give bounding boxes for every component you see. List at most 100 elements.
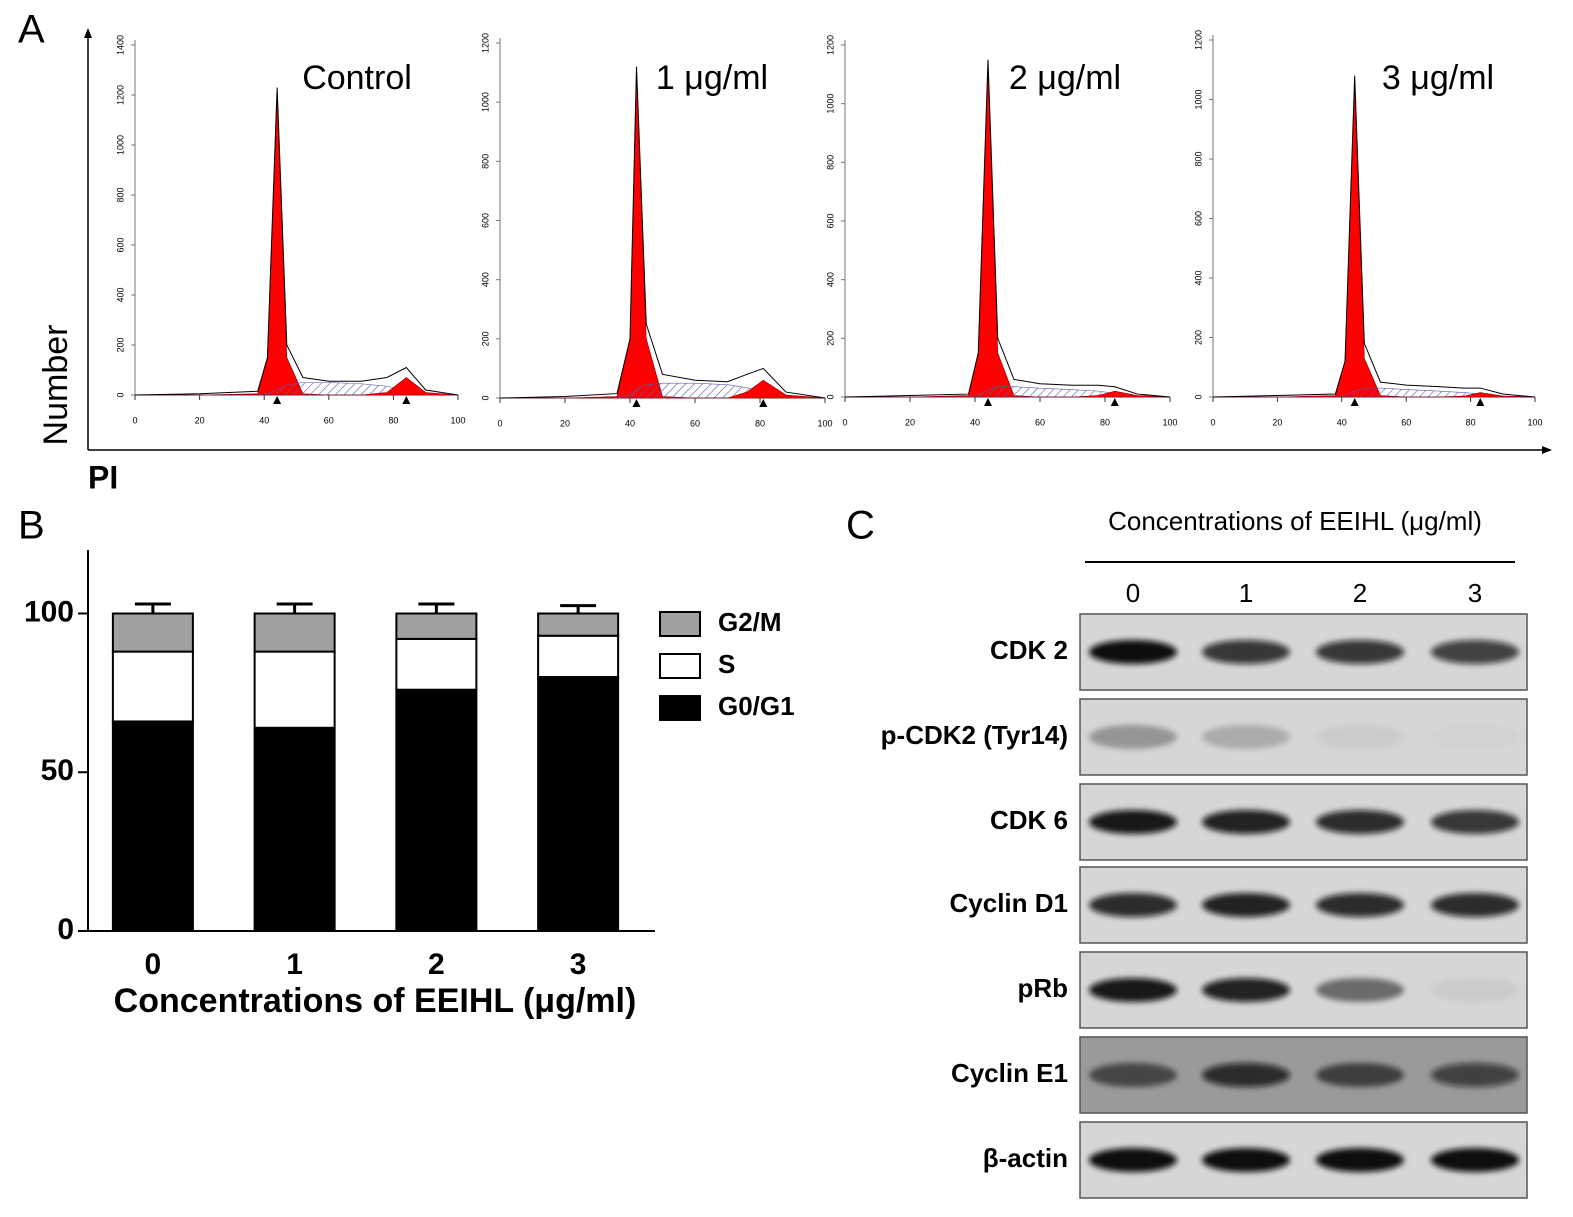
x-axis-title: Concentrations of EEIHL (μg/ml): [114, 982, 637, 1020]
chart-title: Control: [302, 59, 412, 97]
panel-label: B: [18, 504, 45, 548]
fit-area: [135, 377, 459, 396]
bar-segment: [537, 634, 620, 678]
x-tick-label: 60: [324, 415, 334, 425]
y-tick-label: 600: [480, 213, 490, 228]
x-tick-label: 0: [1210, 417, 1215, 427]
fit-area: [1213, 392, 1536, 398]
legend-swatch: [659, 611, 701, 637]
x-tick-label: 1: [286, 948, 303, 981]
peak-marker: [632, 399, 641, 407]
y-tick-label: 200: [115, 337, 125, 352]
panel-label: A: [18, 8, 45, 52]
bar-segment: [253, 612, 336, 653]
x-tick-label: 40: [259, 415, 269, 425]
x-tick-label: 80: [755, 418, 765, 428]
bar-segment: [537, 612, 620, 637]
y-tick-label: 50: [41, 754, 74, 787]
y-tick-label: 1000: [480, 92, 490, 112]
x-tick-label: 2: [428, 948, 445, 981]
x-tick-label: 60: [690, 418, 700, 428]
y-tick-label: 100: [24, 595, 74, 628]
chart-title: 3 μg/ml: [1382, 59, 1494, 97]
band: [1431, 1148, 1519, 1172]
band: [1316, 893, 1404, 917]
band: [1089, 1148, 1177, 1172]
x-tick-label: 100: [1527, 417, 1542, 427]
y-tick-label: 600: [1193, 211, 1203, 226]
fit-area: [500, 72, 825, 399]
blot-title: Concentrations of EEIHL (μg/ml): [1108, 506, 1482, 536]
row-label: Cyclin E1: [951, 1058, 1068, 1088]
band: [1202, 725, 1290, 749]
fit-area: [135, 94, 458, 396]
bar-segment: [111, 720, 194, 933]
bar-segment: [253, 726, 336, 932]
x-tick-label: 40: [1337, 417, 1347, 427]
row-label: CDK 2: [990, 635, 1068, 665]
lane-label: 3: [1468, 578, 1482, 608]
y-tick-label: 800: [1193, 151, 1203, 166]
band: [1316, 810, 1404, 834]
x-tick-label: 20: [1272, 417, 1282, 427]
band: [1431, 1063, 1519, 1087]
legend-label: G2/M: [718, 607, 782, 637]
band: [1316, 978, 1404, 1002]
x-tick-label: 60: [1401, 417, 1411, 427]
peak-marker: [273, 396, 282, 404]
band: [1089, 640, 1177, 664]
row-label: p-CDK2 (Tyr14): [881, 720, 1068, 750]
band: [1089, 1063, 1177, 1087]
bar-segment: [253, 650, 336, 729]
error-bar: [418, 602, 455, 614]
lane-label: 0: [1126, 578, 1140, 608]
y-tick-label: 800: [825, 155, 835, 170]
band: [1202, 978, 1290, 1002]
peak-marker: [1476, 398, 1485, 406]
legend-label: G0/G1: [718, 691, 795, 721]
y-tick-label: 800: [115, 187, 125, 202]
y-tick-label: 1200: [1193, 30, 1203, 50]
band: [1089, 978, 1177, 1002]
bar-segment: [395, 688, 478, 933]
band: [1316, 725, 1404, 749]
peak-marker: [759, 399, 768, 407]
band: [1316, 640, 1404, 664]
y-tick-label: 600: [825, 213, 835, 228]
bar-segment: [395, 612, 478, 640]
x-tick-label: 0: [145, 948, 162, 981]
lane-label: 2: [1353, 578, 1367, 608]
y-tick-label: 200: [825, 331, 835, 346]
peak-marker: [1110, 398, 1119, 406]
x-tick-label: 0: [132, 415, 137, 425]
y-tick-label: 1200: [115, 85, 125, 105]
y-tick-label: 0: [825, 394, 835, 399]
legend-swatch: [659, 653, 701, 679]
row-label: CDK 6: [990, 805, 1068, 835]
band: [1431, 725, 1519, 749]
row-label: Cyclin D1: [950, 888, 1069, 918]
x-tick-label: 3: [570, 948, 587, 981]
histogram-line: [1212, 75, 1536, 398]
y-tick-label: 400: [115, 287, 125, 302]
x-tick-label: 40: [625, 418, 635, 428]
y-tick-label: 0: [115, 392, 125, 397]
band: [1431, 978, 1519, 1002]
y-tick-label: 400: [480, 272, 490, 287]
bar-segment: [111, 612, 194, 653]
band: [1316, 1148, 1404, 1172]
chart-title: 2 μg/ml: [1009, 59, 1121, 97]
y-tick-label: 1000: [115, 135, 125, 155]
histogram-line: [844, 59, 1171, 398]
x-tick-label: 20: [195, 415, 205, 425]
x-tick-label: 80: [1466, 417, 1476, 427]
band: [1316, 1063, 1404, 1087]
histogram-line: [134, 87, 459, 396]
histogram-line: [499, 66, 826, 399]
x-tick-label: 20: [560, 418, 570, 428]
x-tick-label: 100: [817, 418, 832, 428]
y-tick-label: 1000: [1193, 89, 1203, 109]
y-tick-label: 200: [1193, 330, 1203, 345]
y-axis-title: Number: [37, 325, 75, 446]
